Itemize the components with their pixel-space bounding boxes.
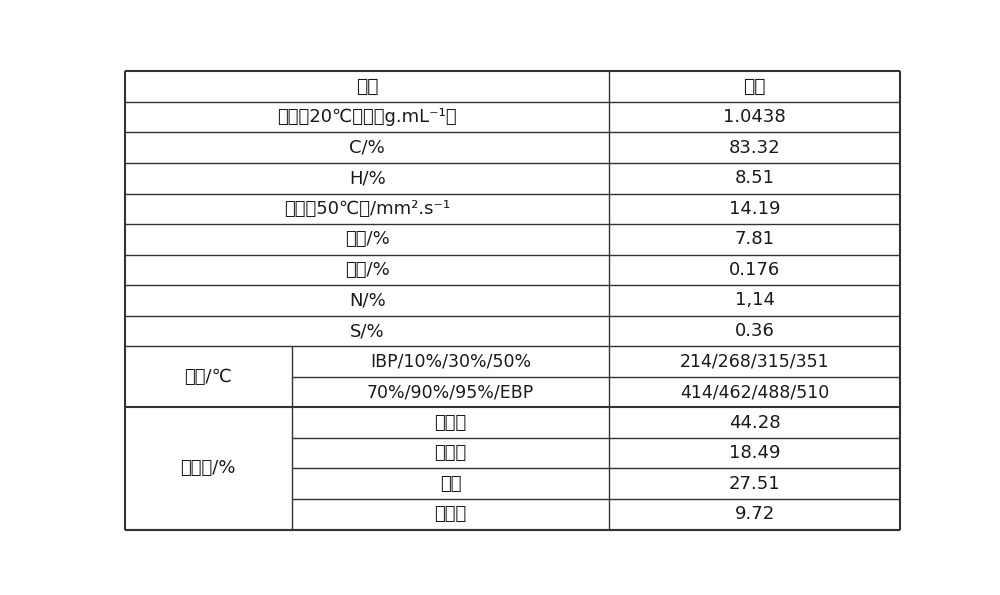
Text: 7.81: 7.81 — [735, 230, 775, 248]
Text: C/%: C/% — [349, 139, 385, 156]
Text: 密度（20℃）／（g.mL⁻¹）: 密度（20℃）／（g.mL⁻¹） — [277, 108, 457, 126]
Text: 灰分/%: 灰分/% — [345, 261, 390, 279]
Text: 0.176: 0.176 — [729, 261, 780, 279]
Text: 饱和烃: 饱和烃 — [434, 414, 467, 431]
Text: 黏度（50℃）/mm².s⁻¹: 黏度（50℃）/mm².s⁻¹ — [284, 200, 450, 218]
Text: 214/268/315/351: 214/268/315/351 — [680, 353, 830, 371]
Text: 芳香烃: 芳香烃 — [434, 444, 467, 462]
Text: H/%: H/% — [349, 170, 386, 187]
Text: IBP/10%/30%/50%: IBP/10%/30%/50% — [370, 353, 531, 371]
Text: 族组成/%: 族组成/% — [181, 459, 236, 477]
Text: 1.0438: 1.0438 — [723, 108, 786, 126]
Text: 9.72: 9.72 — [735, 505, 775, 523]
Text: 馏程/℃: 馏程/℃ — [184, 368, 232, 386]
Text: 70%/90%/95%/EBP: 70%/90%/95%/EBP — [367, 383, 534, 401]
Text: 414/462/488/510: 414/462/488/510 — [680, 383, 829, 401]
Text: 27.51: 27.51 — [729, 475, 780, 493]
Text: 14.19: 14.19 — [729, 200, 780, 218]
Text: 岁青质: 岁青质 — [434, 505, 467, 523]
Text: N/%: N/% — [349, 292, 386, 309]
Text: 残炭/%: 残炭/% — [345, 230, 390, 248]
Text: 44.28: 44.28 — [729, 414, 780, 431]
Text: 0.36: 0.36 — [735, 322, 775, 340]
Text: 胶质: 胶质 — [440, 475, 461, 493]
Text: 1,14: 1,14 — [735, 292, 775, 309]
Text: 8.51: 8.51 — [735, 170, 775, 187]
Text: 18.49: 18.49 — [729, 444, 780, 462]
Text: S/%: S/% — [350, 322, 384, 340]
Text: 83.32: 83.32 — [729, 139, 780, 156]
Text: 项目: 项目 — [356, 77, 378, 96]
Text: 参数: 参数 — [743, 77, 766, 96]
